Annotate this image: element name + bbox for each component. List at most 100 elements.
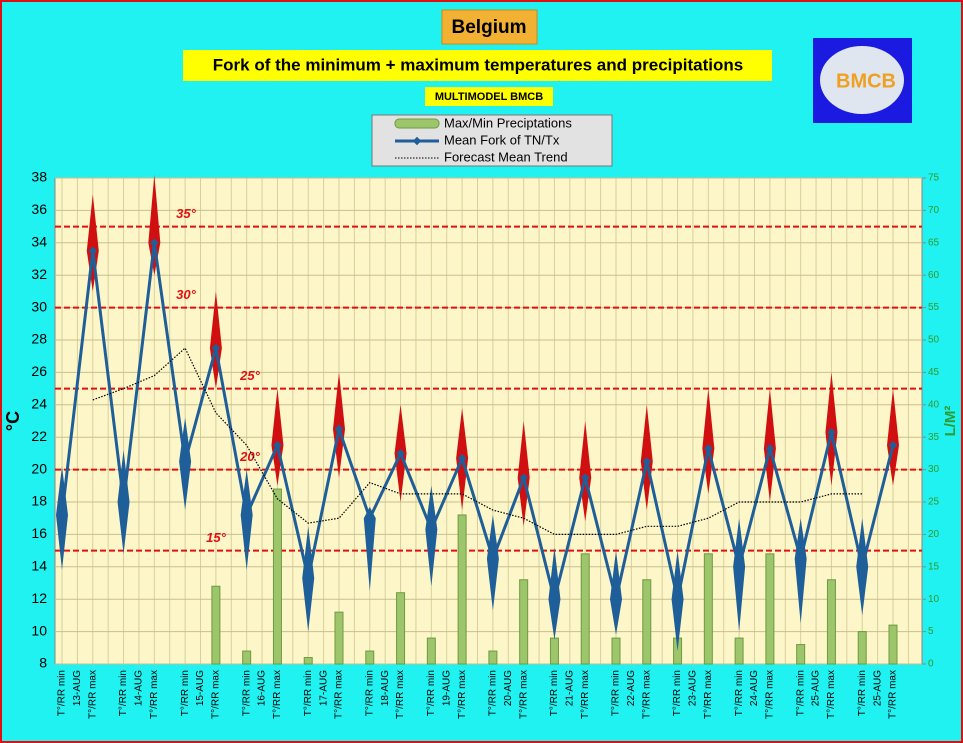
chart-subtitle: Fork of the minimum + maximum temperatur…: [213, 55, 743, 74]
y2-tick-label: 75: [928, 173, 940, 184]
precip-bar: [549, 637, 559, 665]
y-tick-label: 22: [31, 428, 47, 444]
fork-diamond: [363, 506, 376, 592]
model-label: MULTIMODEL BMCB: [435, 91, 543, 103]
y-tick-label: 18: [31, 493, 47, 509]
x-tick-label: T°/RR max: [211, 670, 222, 719]
precip-bar: [457, 514, 467, 665]
precip-bar: [642, 579, 652, 665]
x-tick-label: T°/RR max: [518, 670, 529, 719]
legend: Max/Min Preciptations Mean Fork of TN/Tx…: [371, 114, 613, 167]
point-marker: [857, 562, 867, 572]
precip-bar: [888, 624, 898, 665]
logo-text: BMCB: [836, 70, 896, 92]
point-marker: [180, 457, 190, 466]
plot-area: [54, 177, 923, 665]
threshold-label: 30°: [176, 287, 196, 302]
logo-disc: [820, 46, 904, 114]
precip-bar: [734, 637, 744, 665]
x-tick-label: T°/RR max: [395, 670, 406, 719]
x-tick-label: T°/RR max: [334, 670, 345, 719]
y2-tick-label: 5: [928, 626, 934, 637]
precip-bar: [211, 585, 221, 665]
precip-bar: [519, 579, 529, 665]
date-label: 13-AUG: [72, 670, 83, 706]
y-tick-label: 38: [31, 169, 47, 185]
date-label: 16-AUG: [257, 670, 268, 706]
x-tick-label: T°/RR max: [87, 670, 98, 719]
precip-bar: [611, 637, 621, 665]
x-tick-label: T°/RR min: [857, 670, 868, 716]
point-marker: [427, 525, 436, 534]
point-marker: [734, 562, 744, 572]
y-tick-label: 34: [31, 234, 47, 250]
y-tick-label: 12: [31, 590, 47, 606]
y-tick-label: 28: [31, 331, 47, 347]
x-tick-label: T°/RR max: [580, 670, 591, 719]
precip-bar: [765, 553, 775, 665]
point-marker: [704, 444, 713, 453]
x-tick-label: T°/RR min: [734, 670, 745, 716]
point-marker: [765, 444, 775, 453]
precip-bar: [396, 592, 406, 665]
point-marker: [334, 424, 344, 434]
y2-tick-label: 40: [928, 399, 940, 410]
subtitle-box: [183, 50, 772, 81]
legend-label: Forecast Mean Trend: [444, 149, 568, 164]
precip-bar: [796, 644, 806, 665]
y2-tick-label: 35: [928, 432, 940, 443]
y2-tick-label: 60: [928, 270, 940, 281]
x-tick-label: T°/RR min: [611, 670, 622, 716]
x-tick-label: T°/RR min: [118, 670, 129, 716]
point-marker: [580, 473, 590, 482]
y-tick-label: 36: [31, 201, 47, 217]
y-tick-label: 8: [39, 655, 47, 671]
point-marker: [611, 594, 621, 604]
legend-swatch: [394, 118, 440, 129]
precip-bar: [580, 553, 590, 665]
x-tick-label: T°/RR max: [149, 670, 160, 719]
y2-tick-label: 15: [928, 561, 940, 572]
threshold-label: 25°: [239, 368, 260, 383]
precip-bar: [703, 553, 713, 665]
point-marker: [888, 441, 898, 450]
point-marker: [396, 449, 405, 458]
precip-bar: [242, 650, 252, 665]
date-label: 24-AUG: [749, 670, 760, 706]
point-marker: [273, 441, 282, 450]
y2-tick-label: 50: [928, 335, 940, 346]
x-tick-label: T°/RR min: [364, 670, 375, 716]
title-box: [441, 9, 538, 45]
threshold-label: 35°: [176, 206, 196, 221]
y2-tick-label: 0: [928, 659, 934, 670]
x-tick-label: T°/RR max: [641, 670, 652, 719]
point-marker: [488, 554, 498, 563]
x-tick-label: T°/RR min: [180, 670, 191, 716]
point-marker: [550, 594, 559, 604]
x-tick-label: T°/RR min: [241, 670, 252, 716]
point-marker: [150, 238, 159, 248]
date-label: 18-AUG: [380, 670, 391, 706]
y-tick-label: 10: [31, 622, 47, 638]
chart-title: Belgium: [452, 17, 527, 38]
x-tick-label: T°/RR max: [826, 670, 837, 719]
legend-marker: [412, 136, 422, 146]
date-label: 21-AUG: [564, 670, 575, 706]
x-tick-label: T°/RR max: [457, 670, 468, 719]
y-tick-label: 26: [31, 363, 47, 379]
x-tick-label: T°/RR max: [272, 670, 283, 719]
x-tick-label: T°/RR max: [888, 670, 899, 719]
y-tick-label: 24: [31, 396, 47, 412]
fork-diamond: [579, 421, 592, 522]
point-marker: [88, 246, 98, 256]
y-axis-label: °C: [3, 411, 23, 431]
y2-tick-label: 45: [928, 367, 940, 378]
y2-tick-label: 55: [928, 302, 940, 313]
y2-tick-label: 10: [928, 594, 940, 605]
y2-axis-label: L/M²: [942, 406, 959, 437]
date-label: 22-AUG: [626, 670, 637, 706]
threshold-label: 15°: [206, 530, 226, 545]
model-box: [425, 87, 553, 106]
y2-tick-label: 65: [928, 237, 940, 248]
